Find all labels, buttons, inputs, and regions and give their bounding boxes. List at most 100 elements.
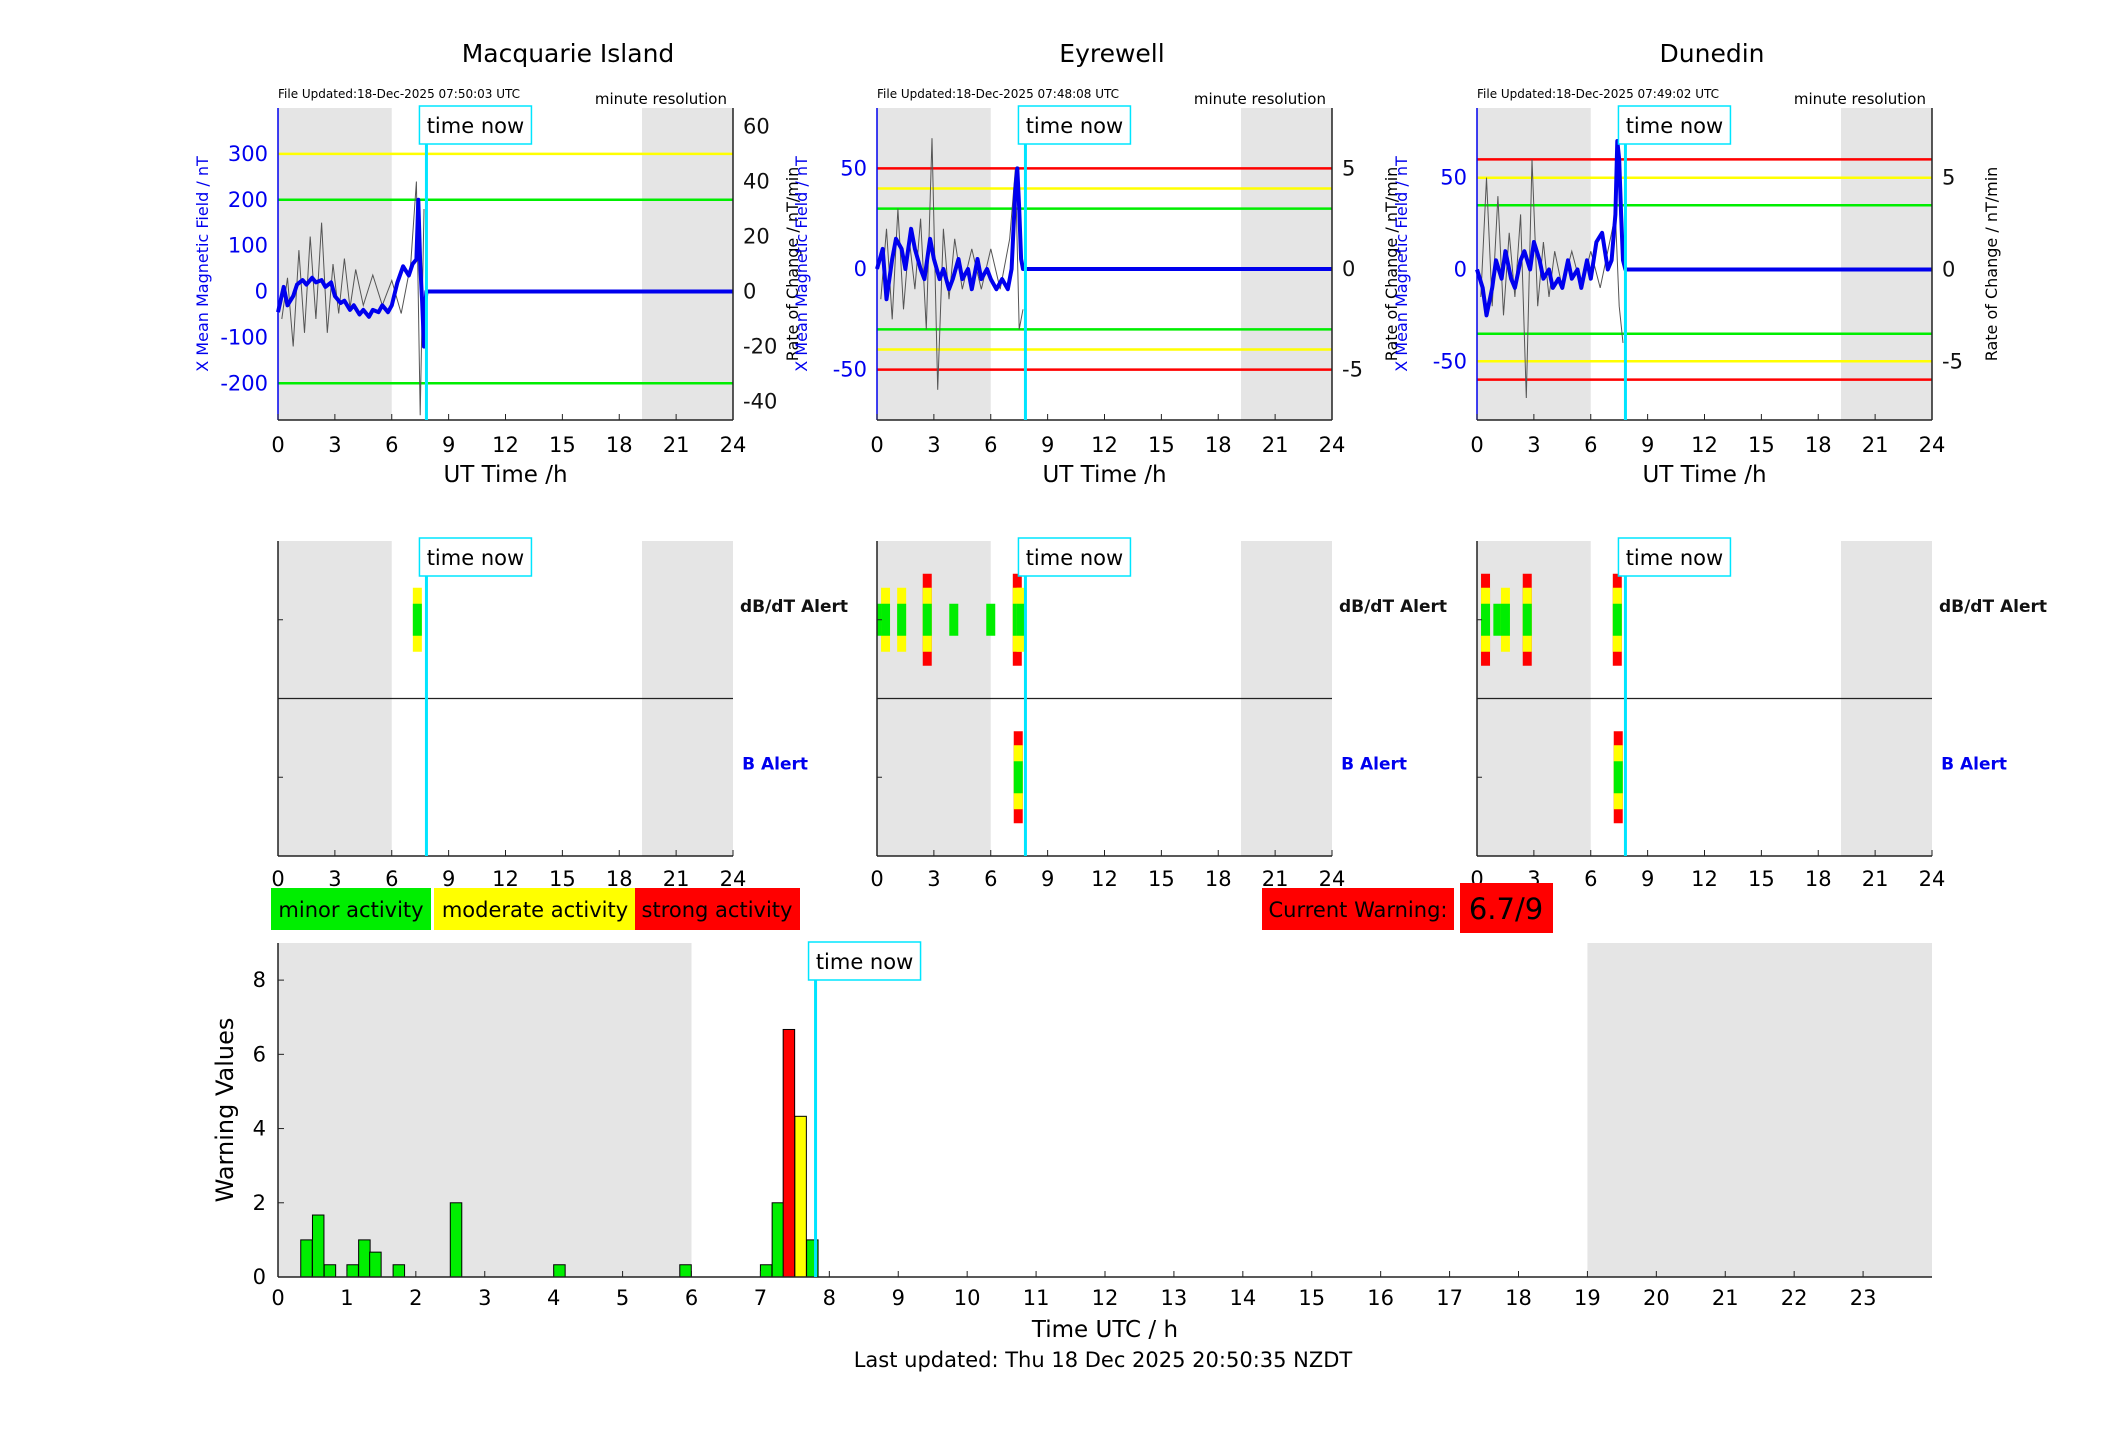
- y-axis-label: X Mean Magnetic Field / nT: [1392, 156, 1411, 372]
- x-tick-label: 6: [984, 433, 997, 457]
- current-warning-value-box: [1460, 883, 1553, 933]
- y-tick-label: 200: [228, 188, 268, 212]
- row-label-b: B Alert: [1341, 754, 1407, 774]
- x-tick-label: 19: [1574, 1286, 1601, 1310]
- warning-bar: [392, 1264, 406, 1278]
- legend-minor-swatch: [271, 888, 431, 930]
- x-tick-label: 18: [606, 433, 633, 457]
- x-tick-label: 9: [1641, 433, 1654, 457]
- x-tick-label: 9: [442, 433, 455, 457]
- dbdt-alert-mark-minor: [412, 603, 422, 636]
- y-tick-label: 6: [253, 1042, 266, 1066]
- y2-tick-label: 0: [743, 280, 756, 304]
- y2-tick-label: 5: [1942, 166, 1955, 190]
- x-tick-label: 12: [1091, 433, 1118, 457]
- dbdt-alert-mark-minor: [1493, 603, 1503, 636]
- y-tick-label: 50: [1440, 166, 1467, 190]
- time-now-callout-box: [1617, 105, 1732, 145]
- x-tick-label: 13: [1161, 1286, 1188, 1310]
- x-tick-label: 18: [1205, 433, 1232, 457]
- dbdt-alert-mark-minor: [1481, 603, 1491, 636]
- y2-tick-label: -5: [1342, 358, 1363, 382]
- y2-axis-label: Rate of Change / nT/min: [783, 167, 802, 362]
- warning-bar: [759, 1264, 773, 1278]
- x-tick-label: 4: [547, 1286, 560, 1310]
- x-tick-label: 20: [1643, 1286, 1670, 1310]
- x-tick-label: 23: [1850, 1286, 1877, 1310]
- file-updated: File Updated:18-Dec-2025 07:48:08 UTC: [877, 87, 1119, 101]
- rate-of-change-series: [880, 138, 1024, 390]
- x-tick-label: 15: [1148, 867, 1175, 891]
- time-now-callout-box: [1017, 105, 1132, 145]
- warning-bar: [771, 1202, 785, 1278]
- time-now-callout-box: [807, 941, 922, 981]
- x-tick-label: 21: [663, 433, 690, 457]
- time-now-label: time now: [1626, 546, 1723, 570]
- time-now-label: time now: [427, 546, 524, 570]
- y-axis-label: X Mean Magnetic Field / nT: [193, 156, 212, 372]
- row-label-dbdt: dB/dT Alert: [740, 597, 848, 617]
- x-tick-label: 6: [1584, 433, 1597, 457]
- y2-tick-label: -40: [743, 390, 777, 414]
- y2-axis-label: Rate of Change / nT/min: [1382, 167, 1401, 362]
- file-updated: File Updated:18-Dec-2025 07:50:03 UTC: [278, 87, 520, 101]
- x-tick-label: 18: [1505, 1286, 1532, 1310]
- time-now-label: time now: [816, 950, 913, 974]
- x-tick-label: 6: [1584, 867, 1597, 891]
- y-axis-label: X Mean Magnetic Field / nT: [792, 156, 811, 372]
- title-dunedin: Dunedin: [1660, 39, 1765, 68]
- y-tick-label: 0: [1454, 258, 1467, 282]
- x-axis-label: Time UTC / h: [1031, 1317, 1178, 1343]
- night-shade: [278, 108, 392, 420]
- warning-bar: [311, 1214, 325, 1278]
- x-tick-label: 16: [1367, 1286, 1394, 1310]
- x-tick-label: 15: [549, 867, 576, 891]
- warning-bar: [323, 1264, 337, 1278]
- y-tick-label: 2: [253, 1191, 266, 1215]
- rate-of-change-series: [281, 181, 425, 416]
- time-now-label: time now: [1026, 546, 1123, 570]
- x-tick-label: 9: [1041, 867, 1054, 891]
- time-now-callout-box: [418, 537, 533, 577]
- b-alert-mark-minor: [1613, 761, 1623, 794]
- x-tick-label: 21: [1862, 433, 1889, 457]
- row-label-b: B Alert: [742, 754, 808, 774]
- warning-bar: [369, 1251, 382, 1278]
- x-tick-label: 6: [685, 1286, 698, 1310]
- dbdt-alert-mark-minor: [881, 603, 891, 636]
- y-tick-label: 100: [228, 234, 268, 258]
- current-warning: Current Warning: 6.7/9: [1262, 883, 1553, 933]
- warning-bar: [358, 1239, 371, 1278]
- x-tick-label: 6: [385, 433, 398, 457]
- x-tick-label: 6: [385, 867, 398, 891]
- x-tick-label: 1: [340, 1286, 353, 1310]
- y2-tick-label: -5: [1942, 349, 1963, 373]
- legend-strong-swatch: [635, 888, 800, 930]
- warning-bar: [679, 1264, 692, 1278]
- x-tick-label: 0: [271, 867, 284, 891]
- x-tick-label: 15: [1148, 433, 1175, 457]
- activity-legend: minor activity moderate activity strong …: [271, 888, 800, 930]
- time-now-callout-box: [1017, 537, 1132, 577]
- time-now-label: time now: [427, 114, 524, 138]
- x-tick-label: 12: [492, 433, 519, 457]
- x-tick-label: 6: [984, 867, 997, 891]
- x-tick-label: 15: [1748, 433, 1775, 457]
- night-shade: [1241, 108, 1332, 420]
- time-now-label: time now: [1026, 114, 1123, 138]
- x-tick-label: 12: [1091, 867, 1118, 891]
- dbdt-alert-mark-minor: [1522, 603, 1532, 636]
- x-tick-label: 0: [1470, 433, 1483, 457]
- mean-field-series: [875, 166, 1332, 302]
- legend-strong-label: strong activity: [642, 898, 793, 922]
- x-tick-label: 8: [823, 1286, 836, 1310]
- x-tick-label: 2: [409, 1286, 422, 1310]
- y2-tick-label: 60: [743, 114, 770, 138]
- dbdt-alert-mark-minor: [1016, 603, 1026, 636]
- night-shade: [642, 108, 733, 420]
- night-shade: [1587, 943, 1932, 1277]
- x-tick-label: 24: [1919, 867, 1946, 891]
- y2-tick-label: 0: [1342, 257, 1355, 281]
- x-tick-label: 15: [1298, 1286, 1325, 1310]
